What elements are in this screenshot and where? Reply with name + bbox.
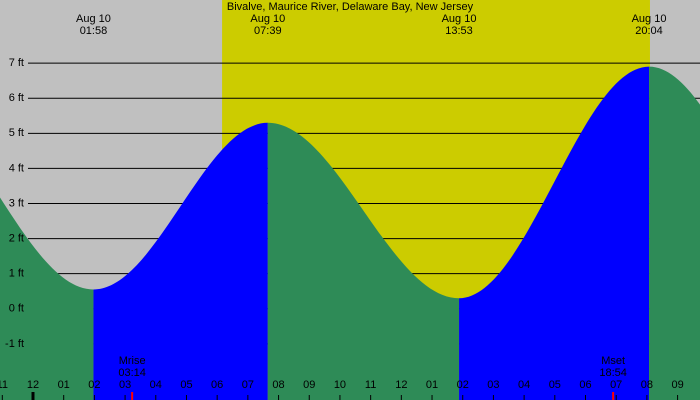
x-tick-label: 04 <box>150 379 162 391</box>
falling-tide-area <box>267 122 460 400</box>
x-tick-label: 02 <box>457 379 469 391</box>
x-tick-label: 09 <box>671 379 683 391</box>
rising-tide-area <box>93 122 268 400</box>
y-tick-label: 3 ft <box>9 197 24 209</box>
falling-tide-area <box>0 197 94 400</box>
annotation-time: 07:39 <box>254 25 282 37</box>
x-tick-label: 10 <box>334 379 346 391</box>
x-tick-label: 01 <box>58 379 70 391</box>
y-tick-label: 4 ft <box>9 162 24 174</box>
y-tick-label: 7 ft <box>9 57 24 69</box>
moon-label: Mrise <box>119 355 146 367</box>
x-tick-label: 02 <box>88 379 100 391</box>
y-tick-label: 6 ft <box>9 92 24 104</box>
moon-time: 03:14 <box>118 367 146 379</box>
x-tick-label: 09 <box>303 379 315 391</box>
annotation-date: Aug 10 <box>632 13 667 25</box>
moon-time: 18:54 <box>599 367 627 379</box>
chart-title: Bivalve, Maurice River, Delaware Bay, Ne… <box>227 1 474 13</box>
y-tick-label: 0 ft <box>9 303 24 315</box>
x-tick-label: 03 <box>487 379 499 391</box>
annotation-date: Aug 10 <box>250 13 285 25</box>
x-tick-label: 01 <box>426 379 438 391</box>
falling-tide-area <box>649 66 700 400</box>
y-tick-label: -1 ft <box>5 338 24 350</box>
x-tick-label: 07 <box>242 379 254 391</box>
x-tick-label: 08 <box>272 379 284 391</box>
x-tick-label: 05 <box>549 379 561 391</box>
x-tick-label: 07 <box>610 379 622 391</box>
x-tick-label: 11 <box>0 379 8 391</box>
x-tick-label: 06 <box>579 379 591 391</box>
x-tick-label: 03 <box>119 379 131 391</box>
annotation-time: 13:53 <box>445 25 473 37</box>
annotation-time: 01:58 <box>80 25 108 37</box>
x-tick-label: 12 <box>395 379 407 391</box>
y-tick-label: 1 ft <box>9 268 24 280</box>
moon-label: Mset <box>601 355 625 367</box>
x-tick-label: 06 <box>211 379 223 391</box>
x-tick-label: 11 <box>365 379 376 391</box>
rising-tide-area <box>459 66 650 400</box>
x-tick-label: 05 <box>180 379 192 391</box>
x-tick-label: 08 <box>641 379 653 391</box>
y-tick-label: 5 ft <box>9 127 24 139</box>
annotation-date: Aug 10 <box>76 13 111 25</box>
x-tick-label: 12 <box>27 379 39 391</box>
x-tick-label: 04 <box>518 379 530 391</box>
annotation-time: 20:04 <box>635 25 663 37</box>
y-tick-label: 2 ft <box>9 233 24 245</box>
annotation-date: Aug 10 <box>442 13 477 25</box>
